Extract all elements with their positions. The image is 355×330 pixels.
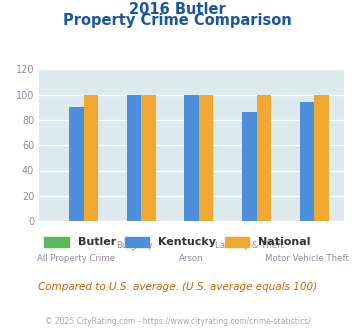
Bar: [84, 95, 98, 221]
Text: Arson: Arson: [179, 254, 204, 263]
Bar: [127, 95, 141, 221]
Bar: [314, 95, 328, 221]
Text: Property Crime Comparison: Property Crime Comparison: [63, 13, 292, 28]
Bar: [257, 95, 271, 221]
Bar: [242, 112, 257, 221]
Text: © 2025 CityRating.com - https://www.cityrating.com/crime-statistics/: © 2025 CityRating.com - https://www.city…: [45, 317, 310, 326]
Bar: [199, 95, 213, 221]
Bar: [141, 95, 156, 221]
Bar: [185, 95, 199, 221]
Text: 2016 Butler: 2016 Butler: [129, 2, 226, 16]
Text: Larceny & Theft: Larceny & Theft: [215, 241, 284, 249]
Text: Burglary: Burglary: [116, 241, 152, 249]
Text: Compared to U.S. average. (U.S. average equals 100): Compared to U.S. average. (U.S. average …: [38, 282, 317, 292]
Legend: Butler, Kentucky, National: Butler, Kentucky, National: [40, 232, 315, 252]
Bar: [300, 102, 314, 221]
Bar: [69, 107, 84, 221]
Text: Motor Vehicle Theft: Motor Vehicle Theft: [265, 254, 349, 263]
Text: All Property Crime: All Property Crime: [37, 254, 116, 263]
